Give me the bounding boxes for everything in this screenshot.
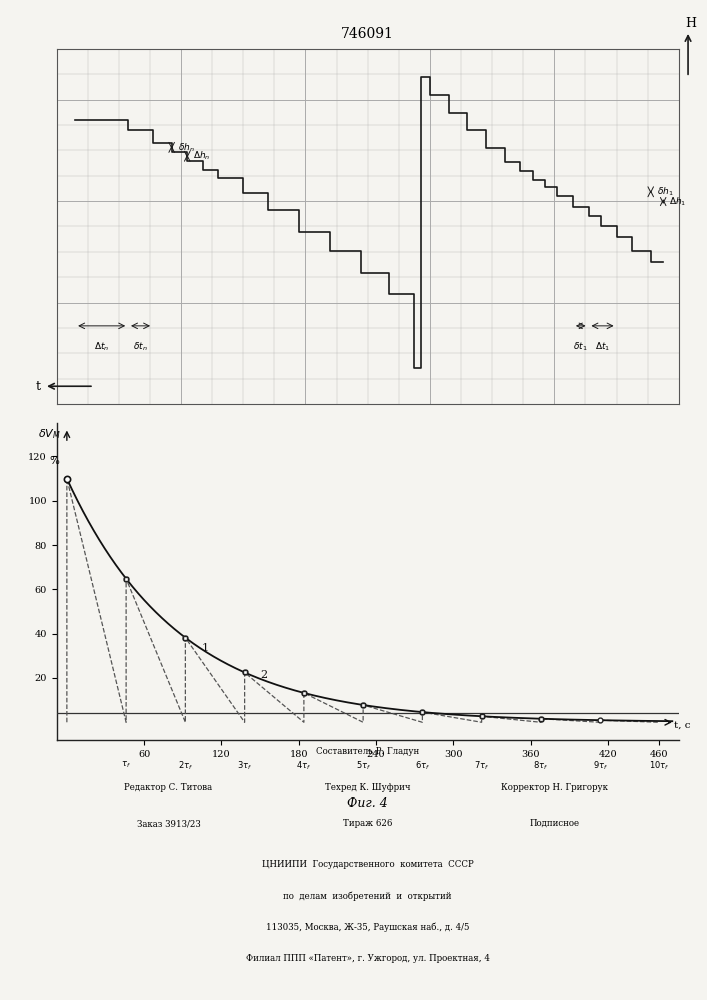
Text: $\delta h_n$: $\delta h_n$ xyxy=(178,141,194,154)
Text: $3\tau_f$: $3\tau_f$ xyxy=(237,760,252,772)
Text: $\Delta t_n$: $\Delta t_n$ xyxy=(94,340,110,353)
Text: $\delta h_1$: $\delta h_1$ xyxy=(657,186,674,198)
Text: $\%$: $\%$ xyxy=(49,454,60,466)
Text: $\tau_f$: $\tau_f$ xyxy=(121,760,131,770)
Text: Подписное: Подписное xyxy=(530,819,579,828)
Text: 746091: 746091 xyxy=(341,27,394,41)
Text: Тираж 626: Тираж 626 xyxy=(343,819,392,828)
Text: 2: 2 xyxy=(260,670,267,680)
Text: 113035, Москва, Ж-35, Раушская наб., д. 4/5: 113035, Москва, Ж-35, Раушская наб., д. … xyxy=(266,922,469,932)
Text: по  делам  изобретений  и  открытий: по делам изобретений и открытий xyxy=(284,891,452,901)
Text: 1: 1 xyxy=(202,643,209,653)
Text: Фиг. 3: Фиг. 3 xyxy=(347,429,388,442)
Text: $\Delta t_1$: $\Delta t_1$ xyxy=(595,340,610,353)
Text: Редактор С. Титова: Редактор С. Титова xyxy=(124,783,213,792)
Text: ЦНИИПИ  Государственного  комитета  СССР: ЦНИИПИ Государственного комитета СССР xyxy=(262,860,474,869)
Text: $4\tau_f$: $4\tau_f$ xyxy=(296,760,312,772)
Text: $\delta t_n$: $\delta t_n$ xyxy=(133,340,148,353)
Text: t: t xyxy=(36,380,41,393)
Text: $\Delta h_1$: $\Delta h_1$ xyxy=(670,195,686,208)
Text: t, c: t, c xyxy=(674,721,691,730)
Text: Техред К. Шуфрич: Техред К. Шуфрич xyxy=(325,783,410,792)
Text: $8\tau_f$: $8\tau_f$ xyxy=(533,760,549,772)
Text: $\delta t_1$: $\delta t_1$ xyxy=(573,340,588,353)
Text: H: H xyxy=(686,17,696,30)
Text: $5\tau_f$: $5\tau_f$ xyxy=(356,760,370,772)
Text: Составитель Р. Гладун: Составитель Р. Гладун xyxy=(316,747,419,756)
Text: $10\tau_f$: $10\tau_f$ xyxy=(649,760,670,772)
Text: $9\tau_f$: $9\tau_f$ xyxy=(592,760,608,772)
Text: $\delta V_M$: $\delta V_M$ xyxy=(37,428,60,441)
Text: Заказ 3913/23: Заказ 3913/23 xyxy=(136,819,200,828)
Text: $7\tau_f$: $7\tau_f$ xyxy=(474,760,489,772)
Text: $6\tau_f$: $6\tau_f$ xyxy=(415,760,430,772)
Text: Корректор Н. Григорук: Корректор Н. Григорук xyxy=(501,783,608,792)
Text: Фиг. 4: Фиг. 4 xyxy=(347,797,388,810)
Text: Филиал ППП «Патент», г. Ужгород, ул. Проектная, 4: Филиал ППП «Патент», г. Ужгород, ул. Про… xyxy=(246,954,489,963)
Text: $\Delta h_n$: $\Delta h_n$ xyxy=(194,150,211,162)
Text: $2\tau_f$: $2\tau_f$ xyxy=(177,760,193,772)
